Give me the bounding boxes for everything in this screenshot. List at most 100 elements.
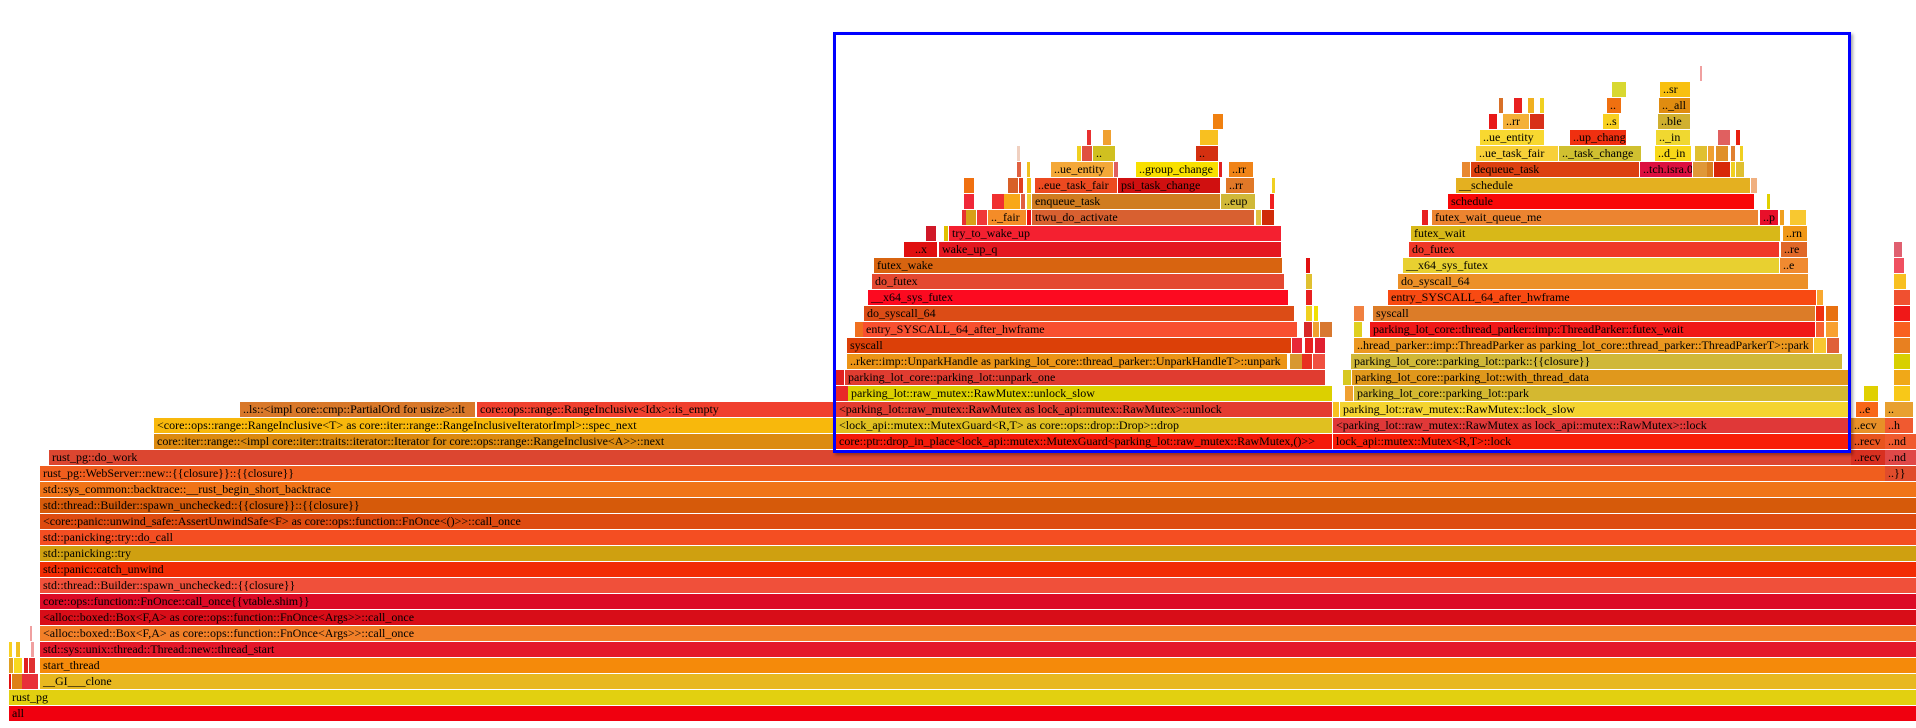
flame-frame[interactable]: __schedule <box>1456 178 1750 193</box>
flame-frame[interactable] <box>1304 322 1312 337</box>
flame-frame[interactable] <box>1313 354 1325 369</box>
flame-frame[interactable]: ..tch.isra.0 <box>1640 162 1692 177</box>
flame-frame[interactable] <box>1313 322 1319 337</box>
flame-frame[interactable]: parking_lot::raw_mutex::RawMutex::unlock… <box>848 386 1332 401</box>
flame-frame[interactable] <box>1716 146 1728 161</box>
flame-frame[interactable] <box>1731 162 1735 177</box>
flame-frame[interactable]: ..group_change <box>1136 162 1218 177</box>
flame-frame[interactable] <box>1219 162 1222 177</box>
flame-frame[interactable] <box>1708 146 1714 161</box>
flame-frame[interactable]: ..s <box>1603 114 1619 129</box>
flame-frame[interactable]: parking_lot_core::parking_lot::park::{{c… <box>1351 354 1842 369</box>
flame-frame[interactable]: std::thread::Builder::spawn_unchecked::{… <box>40 498 1916 513</box>
flame-frame[interactable] <box>16 642 20 657</box>
flame-frame[interactable]: ..x <box>912 242 937 257</box>
flame-frame[interactable]: <parking_lot::raw_mutex::RawMutex as loc… <box>836 402 1332 417</box>
flame-frame[interactable] <box>1736 162 1744 177</box>
flame-frame[interactable]: ..rr <box>1226 178 1254 193</box>
flame-frame[interactable]: .. <box>1093 146 1115 161</box>
flame-frame[interactable]: std::sys::unix::thread::Thread::new::thr… <box>40 642 1916 657</box>
flame-frame[interactable]: ..rr <box>1229 162 1253 177</box>
flame-frame[interactable] <box>1780 210 1784 225</box>
flame-frame[interactable] <box>24 658 28 673</box>
flame-frame[interactable] <box>1021 194 1025 209</box>
flame-frame[interactable]: ..ue_entity <box>1480 130 1544 145</box>
flame-frame[interactable] <box>1530 114 1544 129</box>
flame-frame[interactable]: ..eue_task_fair <box>1035 178 1117 193</box>
flame-frame[interactable]: syscall <box>1373 306 1815 321</box>
flame-frame[interactable] <box>22 674 38 689</box>
flame-frame[interactable] <box>992 194 1004 209</box>
flame-frame[interactable]: rust_pg::do_work <box>49 450 1851 465</box>
flame-frame[interactable]: ..d_in <box>1655 146 1691 161</box>
flame-frame[interactable] <box>1305 338 1313 353</box>
flame-frame[interactable] <box>1306 274 1312 289</box>
flame-frame[interactable] <box>1114 162 1118 177</box>
flame-frame[interactable] <box>1306 290 1312 305</box>
flame-frame[interactable] <box>1200 130 1218 145</box>
flame-frame[interactable] <box>1082 146 1092 161</box>
flame-frame[interactable]: parking_lot_core::thread_parker::imp::Th… <box>1370 322 1815 337</box>
flame-frame[interactable] <box>1864 386 1878 401</box>
flame-frame[interactable] <box>1004 194 1020 209</box>
flame-frame[interactable]: ..up_change <box>1570 130 1626 145</box>
flame-frame[interactable]: rust_pg::WebServer::new::{{closure}}::{{… <box>40 466 1885 481</box>
flame-frame[interactable] <box>1790 210 1806 225</box>
flame-frame[interactable]: core::ptr::drop_in_place<lock_api::mutex… <box>836 434 1332 449</box>
flame-frame[interactable]: wake_up_q <box>939 242 1281 257</box>
flame-frame[interactable] <box>1213 114 1223 129</box>
flame-frame[interactable] <box>1262 210 1274 225</box>
flame-frame[interactable] <box>836 370 844 385</box>
flame-frame[interactable] <box>1314 306 1318 321</box>
flame-frame[interactable]: do_futex <box>872 274 1284 289</box>
flame-frame[interactable]: <lock_api::mutex::MutexGuard<R,T> as cor… <box>836 418 1332 433</box>
flame-frame[interactable] <box>1814 338 1826 353</box>
flame-frame[interactable]: futex_wait_queue_me <box>1432 210 1758 225</box>
flame-frame[interactable] <box>1894 370 1910 385</box>
flame-frame[interactable]: ..e <box>1780 258 1808 273</box>
flame-frame[interactable] <box>1740 146 1743 161</box>
flame-frame[interactable]: entry_SYSCALL_64_after_hwframe <box>1388 290 1816 305</box>
flame-frame[interactable]: <alloc::boxed::Box<F,A> as core::ops::fu… <box>40 610 1916 625</box>
flame-frame[interactable]: ..ecv <box>1851 418 1885 433</box>
flame-frame[interactable] <box>1306 306 1312 321</box>
flame-frame[interactable] <box>1302 354 1312 369</box>
flame-frame[interactable]: syscall <box>847 338 1291 353</box>
flame-frame[interactable]: ..e <box>1856 402 1878 417</box>
flame-frame[interactable]: start_thread <box>40 658 1916 673</box>
flame-frame[interactable] <box>9 658 13 673</box>
flame-frame[interactable] <box>926 226 936 241</box>
flame-frame[interactable]: .._task_change <box>1559 146 1641 161</box>
flame-frame[interactable]: parking_lot_core::parking_lot::with_thre… <box>1352 370 1848 385</box>
flame-frame[interactable] <box>1693 162 1707 177</box>
flame-frame[interactable]: ..p <box>1760 210 1778 225</box>
flame-frame[interactable]: core::iter::range::<impl core::iter::tra… <box>154 434 834 449</box>
flame-frame[interactable]: <core::panic::unwind_safe::AssertUnwindS… <box>40 514 1916 529</box>
flame-frame[interactable] <box>964 178 974 193</box>
flame-frame[interactable] <box>1027 194 1031 209</box>
flame-frame[interactable] <box>1256 210 1261 225</box>
flame-frame[interactable] <box>1462 162 1470 177</box>
flame-frame[interactable]: rust_pg <box>9 690 1916 705</box>
flame-frame[interactable]: .. <box>1885 402 1913 417</box>
flame-frame[interactable]: .._in <box>1656 130 1690 145</box>
flame-frame[interactable]: ..hread_parker::imp::ThreadParker as par… <box>1354 338 1813 353</box>
flame-frame[interactable]: core::ops::function::FnOnce::call_once{{… <box>40 594 1916 609</box>
flame-frame[interactable] <box>1343 370 1351 385</box>
flame-frame[interactable]: ..recv <box>1851 434 1885 449</box>
flame-frame[interactable] <box>1695 146 1707 161</box>
flame-frame[interactable] <box>1017 162 1021 177</box>
flame-frame[interactable]: ..ue_task_fair <box>1476 146 1558 161</box>
flame-frame[interactable] <box>1826 322 1838 337</box>
flame-frame[interactable] <box>1499 98 1503 113</box>
flame-frame[interactable] <box>1894 386 1910 401</box>
flame-frame[interactable] <box>1017 146 1020 161</box>
flame-frame[interactable] <box>1894 258 1904 273</box>
flame-frame[interactable]: dequeue_task <box>1471 162 1639 177</box>
flame-frame[interactable]: __x64_sys_futex <box>868 290 1288 305</box>
flame-frame[interactable]: std::thread::Builder::spawn_unchecked::{… <box>40 578 1916 593</box>
flame-frame[interactable]: ..ue_entity <box>1051 162 1113 177</box>
flame-frame[interactable] <box>30 626 32 641</box>
flame-frame[interactable]: __x64_sys_futex <box>1403 258 1779 273</box>
flame-frame[interactable]: ..nd <box>1885 450 1916 465</box>
